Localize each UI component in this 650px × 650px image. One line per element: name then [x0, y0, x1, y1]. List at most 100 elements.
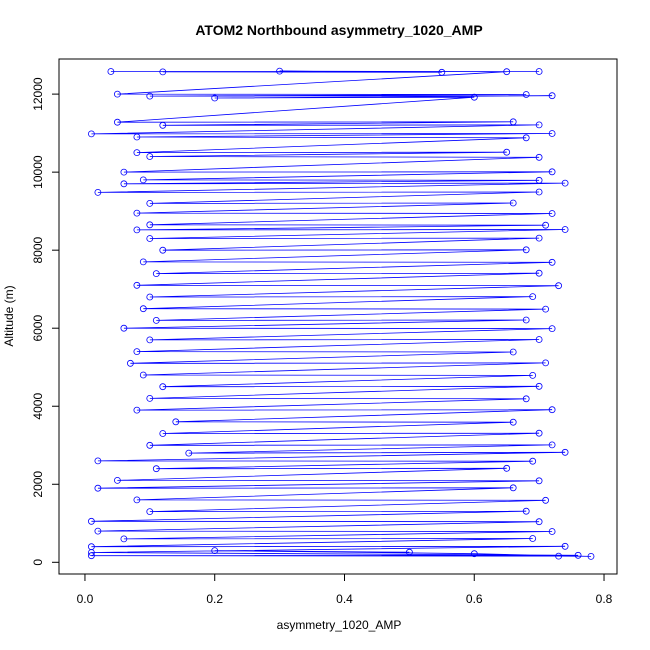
data-point — [152, 316, 160, 324]
x-tick-label: 0.4 — [336, 592, 353, 606]
data-point — [159, 68, 167, 76]
data-point — [509, 199, 517, 207]
data-point — [146, 235, 154, 242]
data-point — [509, 348, 517, 356]
data-point — [535, 429, 543, 437]
data-point — [126, 359, 134, 367]
data-point — [529, 293, 537, 301]
data-point — [120, 324, 128, 332]
data-point — [120, 535, 128, 543]
data-point — [535, 336, 543, 343]
data-point — [548, 441, 556, 449]
data-point — [548, 258, 556, 266]
data-point — [114, 90, 121, 98]
data-point — [548, 92, 556, 100]
data-point — [522, 134, 530, 142]
data-point — [146, 293, 154, 301]
y-tick-label: 8000 — [31, 237, 45, 264]
data-point — [133, 226, 141, 234]
data-point — [548, 406, 556, 414]
y-tick-label: 12000 — [31, 77, 45, 111]
data-point — [542, 359, 549, 367]
data-point — [94, 527, 102, 535]
data-point — [120, 168, 128, 176]
data-point — [535, 153, 543, 161]
data-point — [470, 550, 478, 558]
data-point — [107, 68, 115, 75]
data-point — [561, 179, 569, 187]
plot-frame — [58, 58, 618, 575]
data-point — [114, 118, 121, 126]
y-tick-label: 0 — [31, 559, 45, 566]
data-point — [159, 246, 167, 254]
data-point — [133, 133, 141, 141]
data-point — [548, 168, 556, 176]
data-point — [88, 517, 95, 525]
data-point — [146, 221, 154, 229]
data-point — [522, 91, 530, 98]
data-point — [133, 406, 141, 414]
data-point — [561, 226, 569, 233]
data-point — [522, 395, 530, 403]
y-tick-label: 4000 — [31, 393, 45, 420]
data-point — [503, 68, 511, 76]
data-point — [542, 305, 549, 313]
data-point — [146, 153, 154, 160]
data-point — [146, 199, 154, 207]
data-point — [88, 549, 95, 556]
data-point — [535, 477, 543, 485]
y-tick-label: 2000 — [31, 471, 45, 498]
data-point — [211, 547, 219, 554]
data-point — [555, 282, 562, 290]
data-point — [94, 457, 102, 465]
data-point — [120, 180, 128, 188]
y-tick-label: 6000 — [31, 315, 45, 342]
data-point — [522, 507, 530, 515]
data-point — [139, 371, 147, 379]
series-line — [91, 70, 592, 557]
x-tick-label: 0.2 — [206, 592, 223, 606]
x-axis: 0.0 0.2 0.4 0.6 0.8 — [77, 573, 613, 606]
data-point — [587, 553, 595, 560]
data-point — [405, 548, 413, 556]
data-point — [535, 121, 543, 129]
data-point — [146, 92, 154, 100]
data-point — [509, 418, 517, 426]
y-axis: 0 2000 4000 6000 8000 10000 12000 — [31, 77, 60, 566]
data-point — [535, 269, 543, 277]
data-point — [574, 551, 582, 559]
data-point — [470, 93, 478, 101]
data-point — [133, 149, 141, 157]
data-point — [159, 121, 167, 129]
data-point — [529, 535, 537, 542]
data-point — [146, 508, 154, 516]
x-tick-label: 0.6 — [466, 592, 483, 606]
data-point — [503, 464, 511, 472]
data-point — [159, 383, 167, 391]
data-point — [529, 457, 537, 465]
data-point — [535, 382, 543, 390]
data-point — [548, 210, 556, 217]
x-axis-label: asymmetry_1020_AMP — [277, 618, 402, 632]
data-point — [535, 176, 543, 184]
data-point — [522, 316, 530, 324]
data-point — [438, 68, 446, 76]
data-point — [133, 281, 141, 289]
data-point — [535, 234, 543, 242]
data-point — [88, 552, 95, 560]
data-point — [509, 118, 517, 126]
data-point — [509, 484, 517, 492]
data-point — [561, 448, 569, 456]
data-point — [542, 221, 549, 229]
data-point — [535, 188, 543, 196]
data-point — [146, 441, 154, 449]
data-point — [185, 449, 193, 457]
data-point — [542, 496, 549, 504]
data-point — [133, 348, 141, 356]
data-point — [211, 94, 219, 102]
data-point — [529, 371, 537, 379]
data-point — [548, 528, 556, 535]
data-point — [503, 148, 511, 156]
data-point — [159, 430, 167, 437]
